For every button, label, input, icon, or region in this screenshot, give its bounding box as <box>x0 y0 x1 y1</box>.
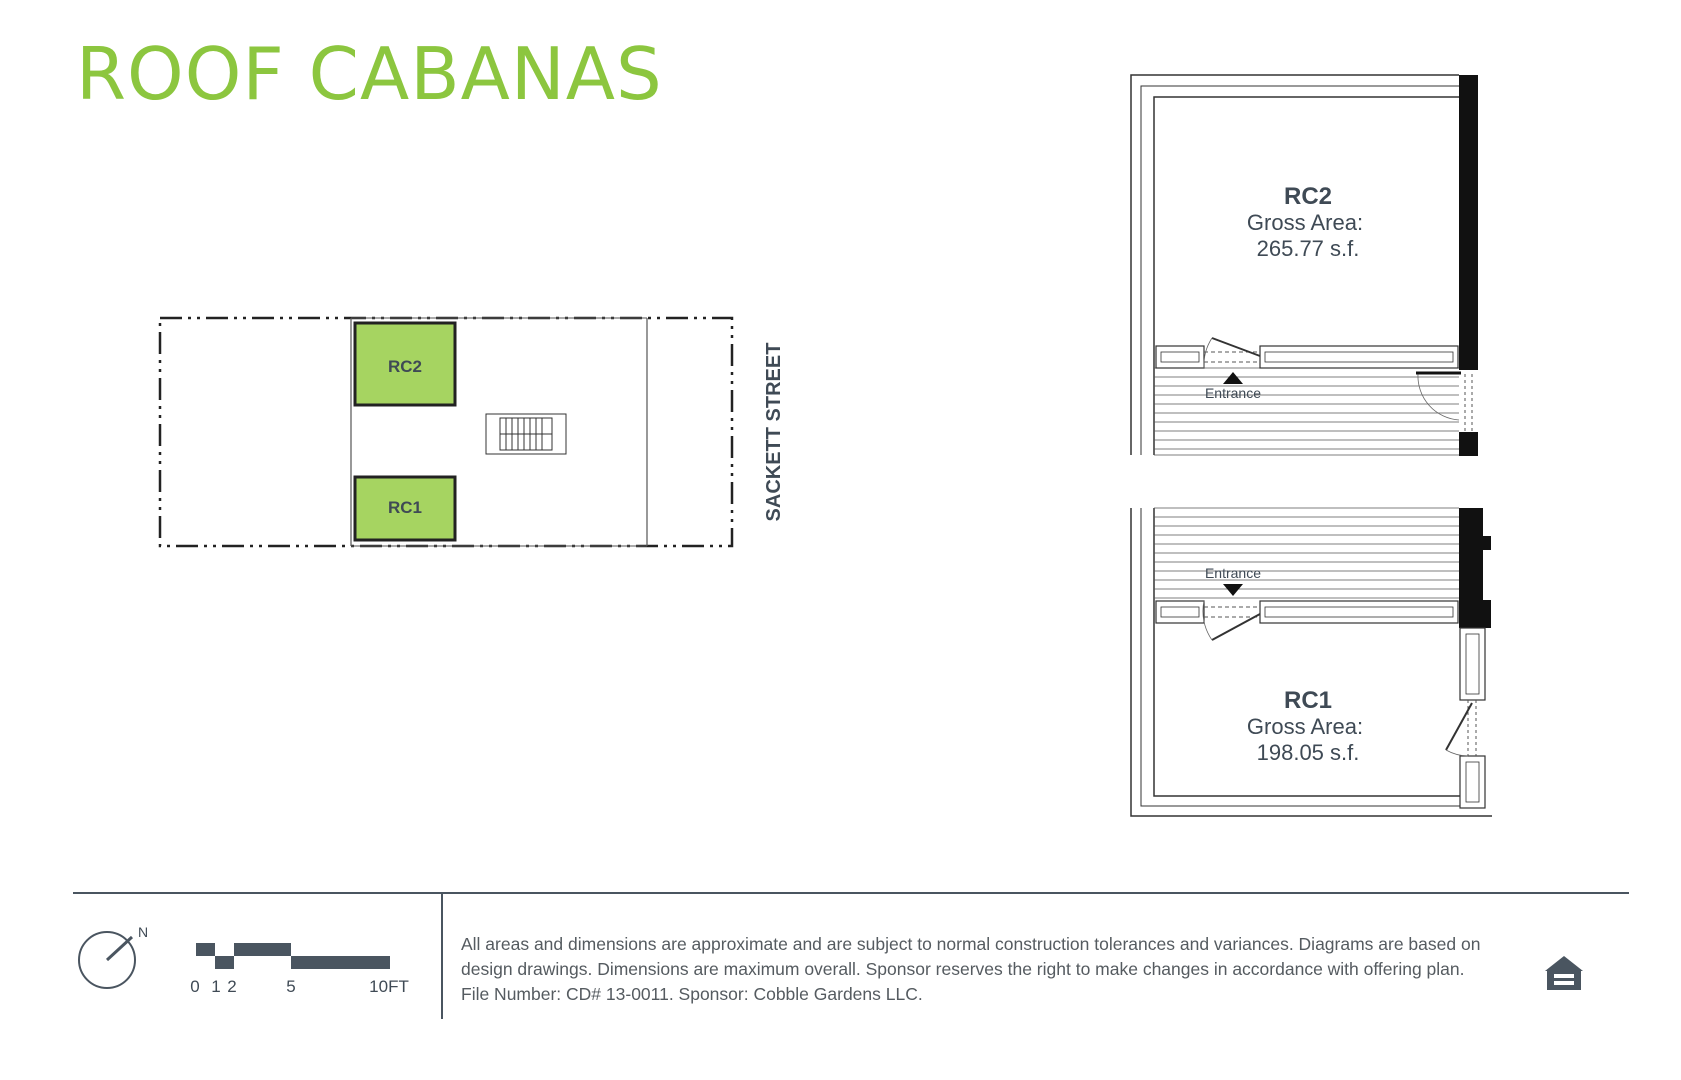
north-label: N <box>138 924 148 940</box>
rc1-title: RC1 <box>1284 687 1332 714</box>
keyplan-rc1-label: RC1 <box>388 498 422 517</box>
rc2-entrance-label: Entrance <box>1205 385 1261 401</box>
rc1-area-label: Gross Area: <box>1247 714 1363 739</box>
rc1-wall-solid <box>1459 508 1483 628</box>
rc1-entrance-arrow-icon <box>1223 584 1243 596</box>
rc1-entrance-label: Entrance <box>1205 565 1261 581</box>
rc2-wall-solid <box>1459 75 1478 370</box>
scale-tick-1: 1 <box>211 977 220 996</box>
keyplan-rc2-label: RC2 <box>388 357 422 376</box>
rc2-area-label: Gross Area: <box>1247 210 1363 235</box>
stair-icon <box>485 413 567 455</box>
scale-tick-0: 0 <box>190 977 199 996</box>
keyplan-rc2-unit[interactable] <box>353 321 457 407</box>
rc1-plan: Entrance RC1 Gross Area: 198.05 s.f. <box>1130 507 1492 817</box>
rc2-plan: Entrance RC2 Gross Area: 265.77 s.f. <box>1130 74 1478 456</box>
rc1-area-value: 198.05 s.f. <box>1257 740 1360 765</box>
rc2-entrance-arrow-icon <box>1223 372 1243 384</box>
north-arrow-icon: N <box>78 924 148 989</box>
street-label: SACKETT STREET <box>763 343 785 522</box>
scale-tick-5: 5 <box>286 977 295 996</box>
scale-bar: 0 1 2 5 10FT <box>190 943 409 996</box>
rc1-door-leaf <box>1211 613 1261 641</box>
equal-housing-icon <box>1545 956 1583 990</box>
keyplan-rc1-unit[interactable] <box>353 475 457 542</box>
rc2-area-value: 265.77 s.f. <box>1257 236 1360 261</box>
key-plan: RC2 RC1 SACKETT STREET <box>158 316 785 548</box>
rc2-door-leaf <box>1211 337 1261 357</box>
scale-tick-2: 2 <box>227 977 236 996</box>
rc2-title: RC2 <box>1284 183 1332 210</box>
scale-tick-10: 10FT <box>369 977 409 996</box>
page-title: ROOF CABANAS <box>76 32 663 116</box>
disclaimer-text: All areas and dimensions are approximate… <box>461 934 1481 1004</box>
rc2-wall-solid-low <box>1459 432 1478 456</box>
